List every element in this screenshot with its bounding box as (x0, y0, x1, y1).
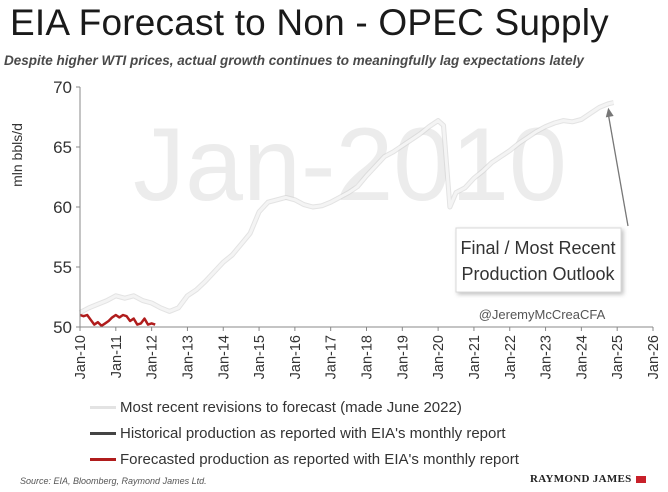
x-tick-label: Jan-11 (109, 335, 125, 378)
brand-name: RAYMOND JAMES (530, 473, 632, 485)
annotation-arrowhead (605, 107, 614, 118)
x-tick-label: Jan-12 (145, 335, 161, 379)
legend-item: Most recent revisions to forecast (made … (90, 394, 519, 420)
legend-label: Most recent revisions to forecast (made … (120, 398, 462, 416)
chart-subtitle: Despite higher WTI prices, actual growth… (4, 53, 584, 68)
legend-item: Forecasted production as reported with E… (90, 446, 519, 472)
x-tick-label: Jan-26 (646, 335, 662, 379)
annotation-arrow (607, 113, 629, 227)
annotation-line-1: Final / Most Recent (460, 238, 615, 258)
x-tick-label: Jan-10 (73, 335, 89, 379)
flag-icon (635, 475, 646, 483)
x-tick-label: Jan-13 (180, 335, 196, 379)
y-tick-label: 60 (53, 198, 72, 217)
legend: Most recent revisions to forecast (made … (90, 394, 519, 472)
twitter-handle: @JeremyMcCreaCFA (479, 307, 606, 322)
x-tick-label: Jan-23 (539, 335, 555, 379)
x-tick-label: Jan-19 (395, 335, 411, 379)
legend-swatch (90, 405, 116, 409)
y-tick-label: 50 (53, 318, 72, 337)
legend-label: Forecasted production as reported with E… (120, 450, 519, 468)
x-tick-label: Jan-20 (431, 335, 447, 379)
series-line (79, 101, 614, 314)
legend-swatch (90, 431, 116, 435)
brand-logo: RAYMOND JAMES (530, 473, 646, 485)
line-chart: Jan-2010 50 55 60 65 70 Jan-10 Jan-11 Jan-12 Jan… (9, 78, 662, 379)
source-note: Source: EIA, Bloomberg, Raymond James Lt… (20, 476, 207, 486)
y-tick-label: 55 (53, 258, 72, 277)
annotation-box (455, 227, 622, 293)
x-tick-label: Jan-14 (216, 335, 232, 379)
legend-item: Historical production as reported with E… (90, 420, 519, 446)
x-tick-label: Jan-24 (574, 335, 590, 379)
x-tick-label: Jan-16 (288, 335, 304, 379)
x-tick-label: Jan-17 (324, 335, 340, 379)
x-tick-label: Jan-25 (610, 335, 626, 379)
x-tick-label: Jan-21 (467, 335, 483, 379)
y-tick-label: 70 (53, 78, 72, 97)
annotation-line-2: Production Outlook (461, 264, 615, 284)
y-tick-label: 65 (53, 138, 72, 157)
x-tick-label: Jan-15 (252, 335, 268, 379)
y-axis-label: mln bbls/d (9, 123, 25, 187)
legend-swatch (90, 457, 116, 461)
chart-title: EIA Forecast to Non - OPEC Supply (10, 2, 609, 43)
x-tick-label: Jan-18 (360, 335, 376, 379)
watermark-label: Jan-2010 (133, 107, 567, 223)
legend-label: Historical production as reported with E… (120, 424, 506, 442)
series-line (79, 313, 156, 328)
x-tick-label: Jan-22 (503, 335, 519, 379)
